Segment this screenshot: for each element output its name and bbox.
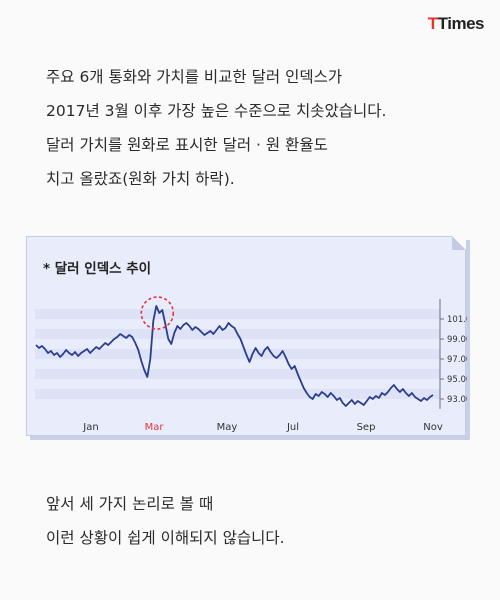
grid-band bbox=[35, 309, 440, 319]
y-tick-label: 95.00 bbox=[447, 375, 467, 385]
x-tick-label: Nov bbox=[423, 422, 443, 433]
ttimes-logo: TTimes bbox=[427, 14, 485, 33]
intro-line: 주요 6개 통화와 가치를 비교한 달러 인덱스가 bbox=[46, 68, 343, 86]
grid-band bbox=[35, 389, 440, 399]
intro-line: 달러 가치를 원화로 표시한 달러 · 원 환율도 bbox=[46, 136, 328, 154]
x-tick-label: May bbox=[217, 422, 238, 433]
intro-line: 치고 올랐죠(원화 가치 하락). bbox=[46, 170, 235, 188]
y-tick-label: 99.00 bbox=[447, 335, 467, 345]
x-tick-label: Jul bbox=[286, 422, 299, 433]
intro-line: 2017년 3월 이후 가장 높은 수준으로 치솟았습니다. bbox=[46, 102, 387, 120]
outro-line: 앞서 세 가지 논리로 볼 때 bbox=[46, 495, 214, 513]
outro-paragraph: 앞서 세 가지 논리로 볼 때 이런 상황이 쉽게 이해되지 않습니다. bbox=[46, 487, 466, 555]
dollar-index-line bbox=[35, 305, 434, 407]
outro-line: 이런 상황이 쉽게 이해되지 않습니다. bbox=[46, 529, 285, 547]
y-tick-label: 97.00 bbox=[447, 355, 467, 365]
grid-band bbox=[35, 349, 440, 359]
peak-highlight-circle bbox=[140, 296, 175, 330]
y-tick-label: 93.00 bbox=[447, 395, 467, 405]
chart-card: * 달러 인덱스 추이 101.00 99.00 97.00 95.00 93.00 Ja… bbox=[26, 236, 467, 436]
intro-paragraph: 주요 6개 통화와 가치를 비교한 달러 인덱스가 2017년 3월 이후 가장… bbox=[46, 60, 466, 196]
dollar-index-chart: 101.00 99.00 97.00 95.00 93.00 Jan Mar May Jul Se… bbox=[35, 296, 467, 433]
grid-band bbox=[35, 369, 440, 379]
page-fold-corner bbox=[452, 236, 466, 250]
y-tick-label: 101.00 bbox=[447, 315, 467, 325]
x-tick-label: Mar bbox=[145, 422, 165, 433]
x-tick-label: Sep bbox=[357, 422, 376, 433]
chart-title: * 달러 인덱스 추이 bbox=[43, 261, 152, 277]
x-tick-label: Jan bbox=[82, 422, 98, 433]
